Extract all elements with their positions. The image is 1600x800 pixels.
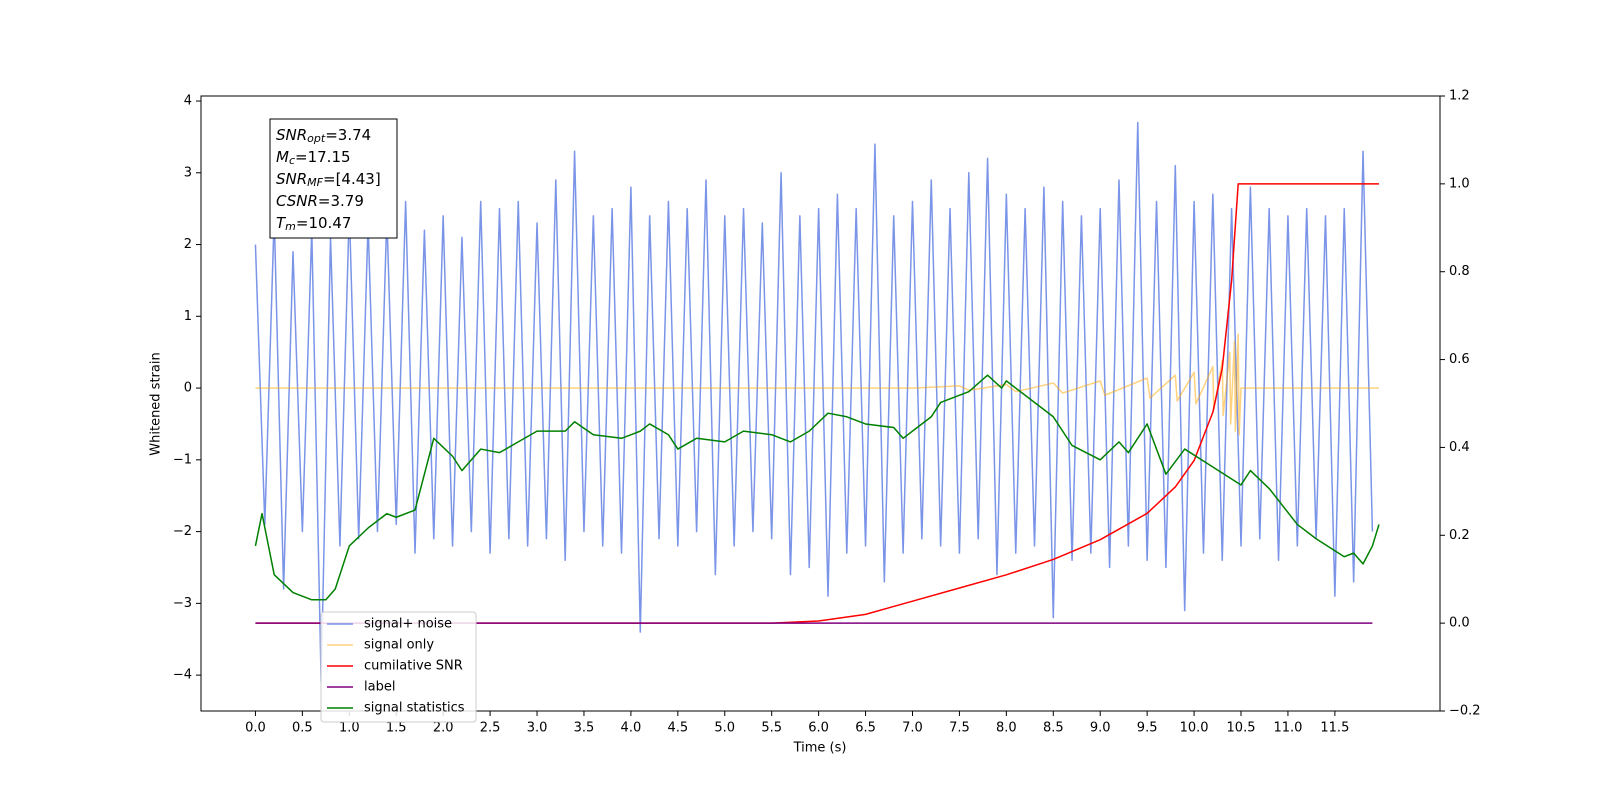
annotation-box — [269, 118, 398, 239]
y-tick-label: −3 — [173, 596, 192, 611]
annotation-main: M — [276, 148, 289, 166]
x-tick-label: 4.0 — [621, 721, 642, 736]
x-tick-label: 6.0 — [808, 721, 829, 736]
x-tick-label: 5.0 — [714, 721, 735, 736]
annotation-line: SNRopt=3.74 — [276, 126, 371, 146]
legend-label: signal statistics — [364, 701, 465, 716]
x-tick-label: 2.0 — [433, 721, 454, 736]
x-tick-label: 8.5 — [1043, 721, 1064, 736]
x-tick-label: 3.5 — [574, 721, 595, 736]
annotation-line: SNRMF=[4.43] — [276, 170, 381, 190]
x-tick-label: 10.5 — [1227, 721, 1256, 736]
y-tick-label: −1 — [173, 452, 192, 467]
y-tick-label: 0 — [184, 381, 192, 396]
y-tick-label: −4 — [173, 668, 192, 683]
legend-label: cumilative SNR — [364, 659, 463, 674]
annotation-main: CSNR — [276, 192, 318, 210]
annotation-sub: opt — [307, 132, 326, 145]
x-tick-label: 5.5 — [761, 721, 782, 736]
legend-label: label — [364, 680, 395, 695]
annotation-sub: c — [289, 154, 295, 167]
series-line — [255, 333, 1379, 436]
x-tick-label: 7.0 — [902, 721, 923, 736]
y2-tick-label: 1.2 — [1449, 89, 1470, 104]
legend-label: signal+ noise — [364, 617, 452, 632]
annotation-line: Mc=17.15 — [276, 148, 351, 168]
x-tick-label: 0.0 — [245, 721, 266, 736]
x-tick-label: 9.0 — [1090, 721, 1111, 736]
annotation-main: SNR — [276, 170, 307, 188]
plot-frame — [200, 95, 1441, 712]
x-tick-label: 1.5 — [386, 721, 407, 736]
y-tick-label: 2 — [184, 237, 192, 252]
y2-tick-label: 1.0 — [1449, 176, 1470, 191]
annotation-rest: =17.15 — [295, 148, 351, 166]
y-tick-label: 3 — [184, 165, 192, 180]
y2-tick-label: 0.0 — [1449, 616, 1470, 631]
series-line — [254, 374, 1380, 601]
annotation-rest: =3.74 — [325, 126, 371, 144]
x-tick-label: 9.5 — [1137, 721, 1158, 736]
y2-tick-label: 0.6 — [1449, 352, 1470, 367]
x-tick-label: 3.0 — [527, 721, 548, 736]
x-tick-label: 2.5 — [480, 721, 501, 736]
x-tick-label: 4.5 — [667, 721, 688, 736]
x-tick-label: 7.5 — [949, 721, 970, 736]
annotation-line: CSNR=3.79 — [276, 192, 364, 210]
annotation-main: T — [276, 214, 287, 232]
series-line — [254, 121, 1374, 684]
y-tick-label: −2 — [173, 524, 192, 539]
x-axis-label: Time (s) — [793, 741, 847, 756]
y-axis-label: Whitened strain — [149, 352, 164, 455]
y2-tick-label: 0.8 — [1449, 264, 1470, 279]
x-tick-label: 11.5 — [1320, 721, 1349, 736]
y2-tick-label: 0.4 — [1449, 440, 1470, 455]
x-tick-label: 10.0 — [1180, 721, 1209, 736]
y-tick-label: 1 — [184, 309, 192, 324]
annotation-rest: =[4.43] — [323, 170, 381, 188]
annotation-sub: m — [285, 220, 296, 233]
x-tick-label: 0.5 — [292, 721, 313, 736]
x-tick-label: 6.5 — [855, 721, 876, 736]
annotation-sub: MF — [307, 176, 323, 189]
x-tick-label: 1.0 — [339, 721, 360, 736]
legend-box — [320, 611, 477, 723]
annotation-main: SNR — [276, 126, 307, 144]
annotation-line: Tm=10.47 — [276, 214, 351, 234]
annotation-rest: =10.47 — [296, 214, 352, 232]
y2-tick-label: 0.2 — [1449, 528, 1470, 543]
series-line — [255, 183, 1379, 624]
y2-tick-label: −0.2 — [1449, 704, 1481, 719]
x-tick-label: 8.0 — [996, 721, 1017, 736]
legend-label: signal only — [364, 638, 434, 653]
y-tick-label: 4 — [184, 94, 192, 109]
annotation-rest: =3.79 — [318, 192, 364, 210]
x-tick-label: 11.0 — [1273, 721, 1302, 736]
